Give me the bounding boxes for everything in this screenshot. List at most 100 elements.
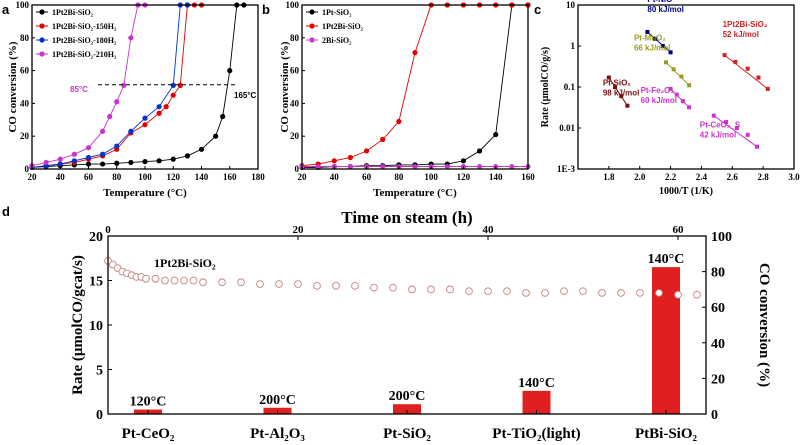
legend-marker: [39, 23, 45, 29]
legend-label: 1Pt2Bi-SiO₂-150H₂: [52, 22, 117, 31]
stability-point: [408, 285, 416, 294]
legend-label: 1Pt2Bi-SiO₂: [322, 22, 364, 31]
panel-d-y-axis-label: Rate (μmolCO/gcat/s): [70, 255, 86, 395]
data-point: [619, 94, 624, 99]
activation-energy-label: 80 kJ/mol: [647, 5, 683, 14]
data-point: [142, 122, 148, 128]
data-point: [100, 151, 106, 157]
activation-energy-label: 60 kJ/mol: [641, 96, 677, 105]
data-point: [142, 159, 148, 165]
stability-point: [218, 278, 226, 287]
x-tick-label: 2.0: [634, 172, 646, 182]
series-name-label: Pt-NiO: [647, 0, 672, 4]
data-point: [170, 92, 176, 98]
y-tick-label: 40: [20, 98, 30, 108]
data-point: [663, 60, 668, 65]
stability-point: [636, 289, 644, 297]
y2-tick-label: 100: [711, 230, 732, 245]
x-tick-label: 120: [457, 172, 471, 182]
fit-line-0: [647, 31, 671, 53]
x-tick-label: 20: [28, 172, 38, 182]
y-tick-label: 100: [16, 0, 30, 10]
x-tick-label: 60: [362, 172, 372, 182]
data-point: [733, 59, 738, 64]
data-point: [476, 163, 483, 170]
y-tick-label: 80: [20, 33, 30, 43]
stability-point: [446, 285, 454, 294]
stability-point: [313, 281, 321, 290]
legend-marker: [309, 37, 315, 43]
y2-tick-label: 20: [711, 372, 725, 387]
stability-point: [256, 280, 264, 288]
panel-c-y-axis-label: Rate (μmolCO/g/s): [540, 47, 551, 127]
series-name-label: Pt-SiO₂: [603, 79, 631, 88]
data-point: [668, 86, 673, 91]
x-tick-label: 140: [195, 172, 209, 182]
data-point: [71, 151, 77, 157]
y2-tick-label: 80: [711, 266, 725, 281]
legend-label: 1Pt2Bi-SiO₂-210H₂: [52, 50, 117, 59]
y-tick-label: 10: [566, 0, 576, 10]
data-point: [100, 128, 106, 134]
series-name-label: Pt-CeO₂_S: [700, 121, 741, 130]
bar-temperature-label: 140°C: [648, 252, 685, 267]
stability-point: [180, 276, 188, 285]
data-point: [711, 113, 716, 118]
stability-point: [332, 281, 340, 290]
panel-c-x-axis-label: 1000/T (1/K): [659, 186, 713, 197]
panel-d-series-label: 1Pt2Bi-SiO₂: [154, 256, 216, 270]
data-point: [756, 75, 761, 80]
x-tick-label: 2.8: [758, 172, 770, 182]
category-label: Pt-TiO₂(light): [492, 426, 580, 442]
data-point: [476, 148, 483, 154]
x-tick-label: 160: [521, 172, 535, 182]
panel-b-y-axis-label: CO conversion (%): [279, 41, 291, 132]
y-tick-label: 0: [295, 164, 300, 174]
data-point: [493, 131, 499, 138]
stability-point: [351, 281, 359, 290]
data-point: [198, 146, 205, 152]
stability-point: [294, 280, 302, 288]
panel-d-rate-bar-chart: 120°C Pt-CeO₂ 200°C Pt-Al₂O₃ 200°C Pt-SiO₂ 140…: [70, 208, 772, 442]
stability-point: [598, 289, 606, 297]
legend-marker: [309, 9, 315, 15]
legend-label: 1Pt2Bi-SiO₂: [52, 8, 94, 17]
y2-tick-label: 60: [711, 301, 725, 316]
y-tick-label: 10: [89, 319, 103, 334]
data-point: [121, 82, 127, 88]
y-tick-label: 20: [89, 230, 103, 245]
stability-point: [541, 289, 549, 297]
data-point: [85, 154, 92, 161]
data-point: [57, 156, 63, 162]
y-tick-label: 20: [20, 131, 30, 141]
bar-temperature-label: 140°C: [518, 376, 555, 391]
data-point: [671, 67, 676, 72]
data-point: [679, 74, 684, 79]
y-tick-label: 0.1: [564, 82, 576, 92]
data-point: [128, 35, 134, 41]
legend-marker: [39, 37, 45, 43]
x-tick-label: 2.6: [727, 172, 739, 182]
data-point: [668, 50, 673, 55]
stability-point: [161, 276, 169, 285]
x-tick-label: 80: [394, 172, 404, 182]
data-point: [220, 113, 226, 120]
data-point: [170, 156, 176, 162]
data-point: [509, 163, 515, 170]
y-tick-label: 100: [286, 0, 300, 10]
data-point: [660, 44, 665, 48]
x-tick-label: 140: [489, 172, 503, 182]
top-x-tick-label: 40: [483, 224, 495, 236]
data-point: [754, 144, 759, 149]
rate-bar: [393, 404, 421, 414]
stability-point: [170, 276, 179, 285]
panel-a-annotation-85c: 85°C: [70, 85, 88, 94]
stability-point: [560, 287, 568, 296]
legend-marker: [39, 9, 45, 15]
y2-tick-label: 0: [711, 408, 718, 423]
category-label: Pt-SiO₂: [383, 426, 431, 442]
bar-temperature-label: 200°C: [259, 393, 296, 408]
legend-label: 1Pt-SiO₂: [322, 8, 352, 17]
